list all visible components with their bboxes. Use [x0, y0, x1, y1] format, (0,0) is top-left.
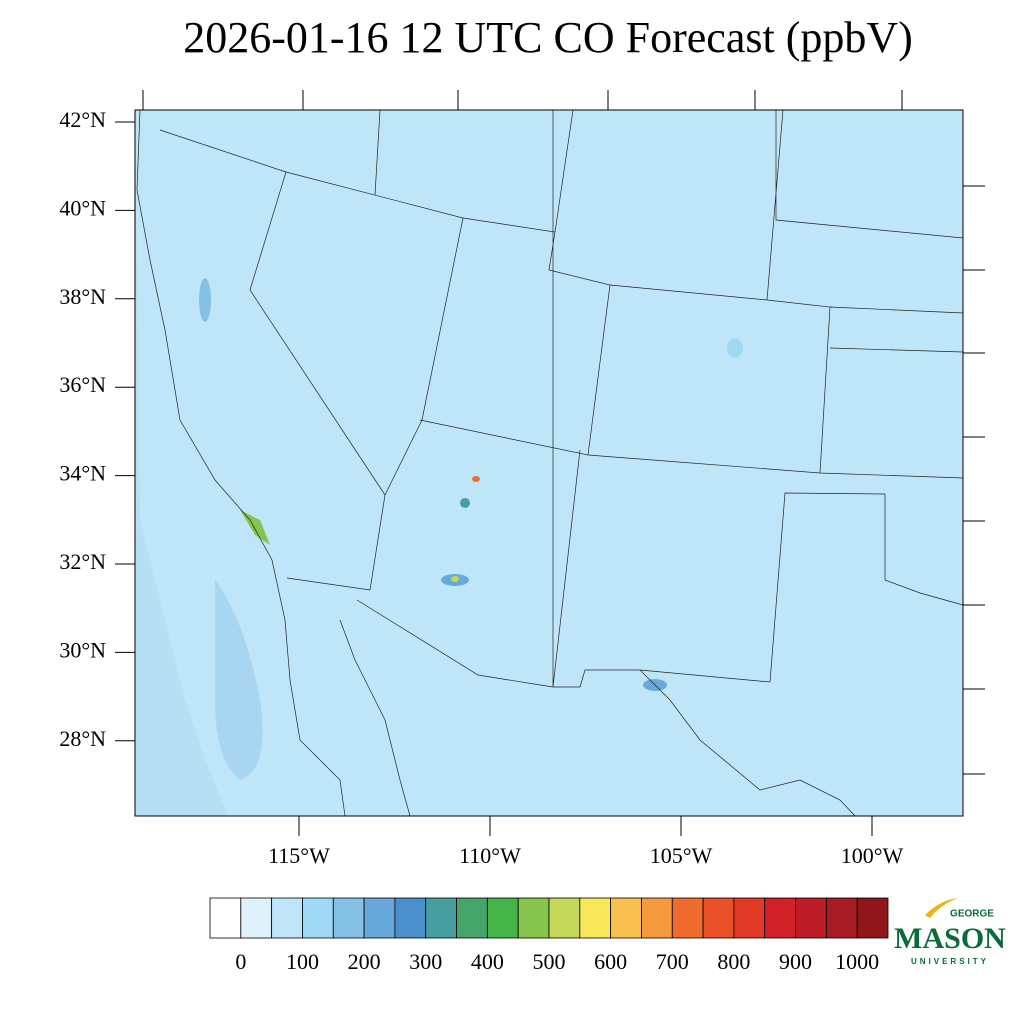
logo: GEORGE MASON UNIVERSITY: [894, 898, 1006, 966]
colorbar-box: [671, 897, 704, 939]
colorbar-box: [302, 897, 334, 939]
hotspot: [472, 476, 480, 482]
lon-label: 110°W: [459, 843, 521, 868]
lat-label: 30°N: [59, 637, 106, 662]
colorbar-label: 900: [779, 949, 812, 974]
map-field: [135, 110, 963, 816]
colorbar-label: 700: [656, 949, 689, 974]
field-patch: [727, 338, 743, 358]
colorbar-box: [548, 897, 581, 939]
colorbar-box: [641, 897, 673, 939]
frame-ticks: [142, 90, 985, 775]
colorbar-box: [456, 897, 488, 939]
colorbar-box: [394, 897, 427, 939]
colorbar-box: [579, 897, 612, 939]
coastline: [136, 109, 856, 817]
colorbar-box: [764, 897, 796, 939]
title: 2026-01-16 12 UTC CO Forecast (ppbV): [183, 13, 913, 62]
hotspot: [451, 576, 459, 582]
colorbar-box: [425, 897, 457, 939]
colorbar-box: [240, 897, 273, 939]
lat-label: 36°N: [59, 372, 106, 397]
ocean: [135, 110, 228, 816]
colorbar-label: 300: [409, 949, 442, 974]
colorbar-box: [856, 897, 889, 939]
colorbar-label: 200: [348, 949, 381, 974]
colorbar-label: 1000: [835, 949, 879, 974]
map: [134, 90, 985, 817]
colorbar-label: 100: [286, 949, 319, 974]
colorbar-box: [517, 897, 550, 939]
colorbar-label: 500: [533, 949, 566, 974]
colorbar-label: 0: [235, 949, 246, 974]
colorbar-box: [271, 897, 303, 939]
lat-label: 28°N: [59, 726, 106, 751]
logo-top: GEORGE: [950, 909, 994, 920]
field-patch: [215, 580, 263, 780]
colorbar-box: [363, 897, 396, 939]
state-border: [159, 109, 964, 688]
hotspot: [460, 498, 470, 508]
colorbar-label: 800: [717, 949, 750, 974]
logo-name: MASON: [894, 922, 1006, 955]
colorbar-label: 400: [471, 949, 504, 974]
colorbar-box: [733, 897, 766, 939]
axis-labels: 42°N 40°N 38°N 36°N 34°N 32°N 30°N 28°N 115°W 110…: [59, 107, 903, 868]
map-frame: [134, 109, 964, 817]
lat-label: 38°N: [59, 284, 106, 309]
lon-label: 105°W: [650, 843, 713, 868]
colorbar: 0 100 200 300 400 500 600 700 800 900 1000: [209, 897, 889, 974]
field-patch: [199, 278, 211, 322]
lat-label: 34°N: [59, 461, 106, 486]
lat-label: 40°N: [59, 195, 106, 220]
logo-bottom: UNIVERSITY: [911, 957, 989, 966]
colorbar-box: [610, 897, 642, 939]
lon-label: 115°W: [268, 843, 330, 868]
colorbar-box: [486, 897, 519, 939]
colorbar-label: 600: [594, 949, 627, 974]
colorbar-box: [795, 897, 827, 939]
lon-label: 100°W: [841, 843, 904, 868]
lat-label: 32°N: [59, 549, 106, 574]
hotspot: [240, 510, 270, 545]
colorbar-box: [209, 897, 242, 939]
colorbar-box: [825, 897, 858, 939]
logo-mark: [925, 898, 958, 918]
colorbar-box: [702, 897, 735, 939]
lat-label: 42°N: [59, 107, 106, 132]
colorbar-box: [332, 897, 365, 939]
